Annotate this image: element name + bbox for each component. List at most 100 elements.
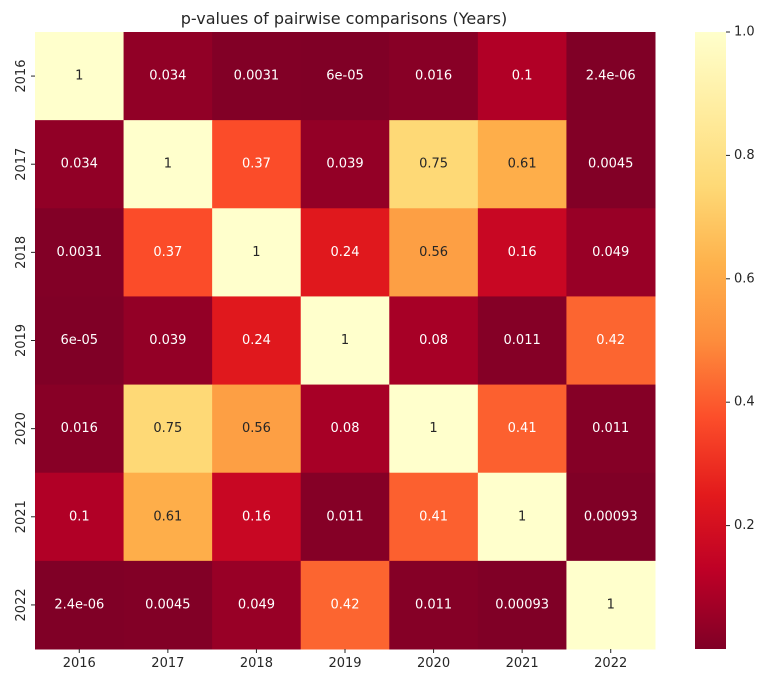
y-tick-label-2017: 2017	[14, 148, 29, 181]
heatmap-cell-2016-2020	[389, 32, 479, 121]
cell-value-2018-2018: 1	[252, 245, 260, 260]
x-tick-label-2017: 2017	[151, 656, 184, 671]
cell-value-2022-2017: 0.0045	[145, 597, 191, 612]
colorbar-tick-label-1.0: 1.0	[734, 25, 755, 40]
cell-value-2021-2017: 0.61	[153, 509, 182, 524]
heatmap-cell-2018-2018	[212, 208, 302, 297]
cell-value-2020-2016: 0.016	[61, 421, 98, 436]
cell-value-2018-2019: 0.24	[331, 245, 360, 260]
heatmap-cell-2017-2020	[389, 120, 479, 209]
y-tick-label-2018: 2018	[14, 236, 29, 269]
cell-value-2020-2018: 0.56	[242, 421, 271, 436]
heatmap-cell-2017-2021	[477, 120, 567, 209]
heatmap-cell-2020-2022	[566, 384, 656, 474]
cell-value-2019-2020: 0.08	[419, 333, 448, 348]
cell-value-2021-2022: 0.00093	[584, 509, 638, 524]
cell-value-2021-2021: 1	[518, 509, 526, 524]
heatmap-cell-2020-2020	[389, 384, 479, 474]
heatmap-cell-2018-2019	[300, 208, 390, 297]
heatmap-cell-2022-2017	[123, 560, 213, 650]
heatmap-cell-2021-2021	[477, 472, 567, 562]
cell-value-2022-2018: 0.049	[238, 597, 275, 612]
cell-value-2021-2016: 0.1	[69, 509, 90, 524]
heatmap-cell-2020-2018	[212, 384, 302, 474]
heatmap-cell-2019-2016	[35, 296, 125, 386]
heatmap-cell-2022-2019	[300, 560, 390, 650]
x-tick-label-2022: 2022	[594, 656, 627, 671]
cell-value-2019-2022: 0.42	[596, 333, 625, 348]
cell-value-2020-2017: 0.75	[153, 421, 182, 436]
heatmap-cell-2022-2016	[35, 560, 125, 650]
cell-value-2016-2020: 0.016	[415, 69, 452, 84]
y-tick-label-2019: 2019	[14, 324, 29, 357]
heatmap-cell-2021-2019	[300, 472, 390, 562]
heatmap-cell-2019-2020	[389, 296, 479, 386]
cell-value-2021-2019: 0.011	[326, 509, 363, 524]
cell-value-2019-2019: 1	[341, 333, 349, 348]
heatmap-cell-2019-2022	[566, 296, 656, 386]
colorbar-tick-label-0.8: 0.8	[734, 148, 755, 163]
cell-value-2018-2022: 0.049	[592, 245, 629, 260]
heatmap-cells	[35, 32, 656, 650]
heatmap-cell-2017-2022	[566, 120, 656, 209]
cell-value-2020-2019: 0.08	[331, 421, 360, 436]
heatmap-cell-2022-2022	[566, 560, 656, 650]
cell-value-2019-2021: 0.011	[504, 333, 541, 348]
x-tick-label-2016: 2016	[63, 656, 96, 671]
colorbar-gradient	[695, 32, 726, 649]
heatmap-cell-2020-2019	[300, 384, 390, 474]
heatmap-cell-2017-2018	[212, 120, 302, 209]
heatmap-cell-2016-2017	[123, 32, 213, 121]
cell-value-2019-2016: 6e-05	[61, 333, 99, 348]
cell-value-2021-2018: 0.16	[242, 509, 271, 524]
x-tick-label-2018: 2018	[240, 656, 273, 671]
y-tick-label-2021: 2021	[14, 500, 29, 533]
x-tick-label-2021: 2021	[506, 656, 539, 671]
cell-value-2022-2016: 2.4e-06	[54, 597, 104, 612]
heatmap-cell-2021-2018	[212, 472, 302, 562]
cell-value-2020-2020: 1	[429, 421, 437, 436]
cell-value-2016-2022: 2.4e-06	[586, 69, 636, 84]
x-tick-label-2020: 2020	[417, 656, 450, 671]
cell-value-2022-2021: 0.00093	[495, 597, 549, 612]
chart-title: p-values of pairwise comparisons (Years)	[181, 9, 507, 28]
heatmap-cell-2022-2021	[477, 560, 567, 650]
cell-value-2019-2017: 0.039	[149, 333, 186, 348]
cell-value-2022-2019: 0.42	[331, 597, 360, 612]
heatmap-cell-labels: 1 0.034 0.0031 6e-05 0.016 0.1 2.4e-06 0.034 1 0.…	[54, 69, 637, 613]
heatmap-cell-2019-2018	[212, 296, 302, 386]
cell-value-2017-2016: 0.034	[61, 157, 98, 172]
cell-value-2018-2016: 0.0031	[57, 245, 103, 260]
cell-value-2020-2022: 0.011	[592, 421, 629, 436]
colorbar-tick-label-0.4: 0.4	[734, 395, 755, 410]
heatmap-cell-2016-2018	[212, 32, 302, 121]
cell-value-2017-2018: 0.37	[242, 157, 271, 172]
heatmap-cell-2019-2017	[123, 296, 213, 386]
heatmap-cell-2021-2017	[123, 472, 213, 562]
y-tick-label-2022: 2022	[14, 588, 29, 621]
cell-value-2022-2022: 1	[607, 597, 615, 612]
cell-value-2021-2020: 0.41	[419, 509, 448, 524]
heatmap-cell-2018-2020	[389, 208, 479, 297]
x-axis: 2016 2017 2018 2019 2020 2021 2022	[63, 649, 627, 671]
cell-value-2020-2021: 0.41	[508, 421, 537, 436]
heatmap-cell-2020-2017	[123, 384, 213, 474]
cell-value-2016-2019: 6e-05	[326, 69, 364, 84]
heatmap-cell-2020-2021	[477, 384, 567, 474]
y-axis: 2016 2017 2018 2019 2020 2021 2022	[14, 60, 35, 621]
cell-value-2016-2021: 0.1	[512, 69, 533, 84]
heatmap-cell-2022-2018	[212, 560, 302, 650]
cell-value-2016-2018: 0.0031	[234, 69, 280, 84]
heatmap-cell-2017-2017	[123, 120, 213, 209]
heatmap-cell-2021-2020	[389, 472, 479, 562]
heatmap-cell-2019-2021	[477, 296, 567, 386]
cell-value-2017-2019: 0.039	[326, 157, 363, 172]
x-tick-label-2019: 2019	[328, 656, 361, 671]
cell-value-2017-2020: 0.75	[419, 157, 448, 172]
cell-value-2018-2020: 0.56	[419, 245, 448, 260]
heatmap-cell-2016-2019	[300, 32, 390, 121]
colorbar-tick-label-0.6: 0.6	[734, 271, 755, 286]
heatmap-cell-2018-2016	[35, 208, 125, 297]
